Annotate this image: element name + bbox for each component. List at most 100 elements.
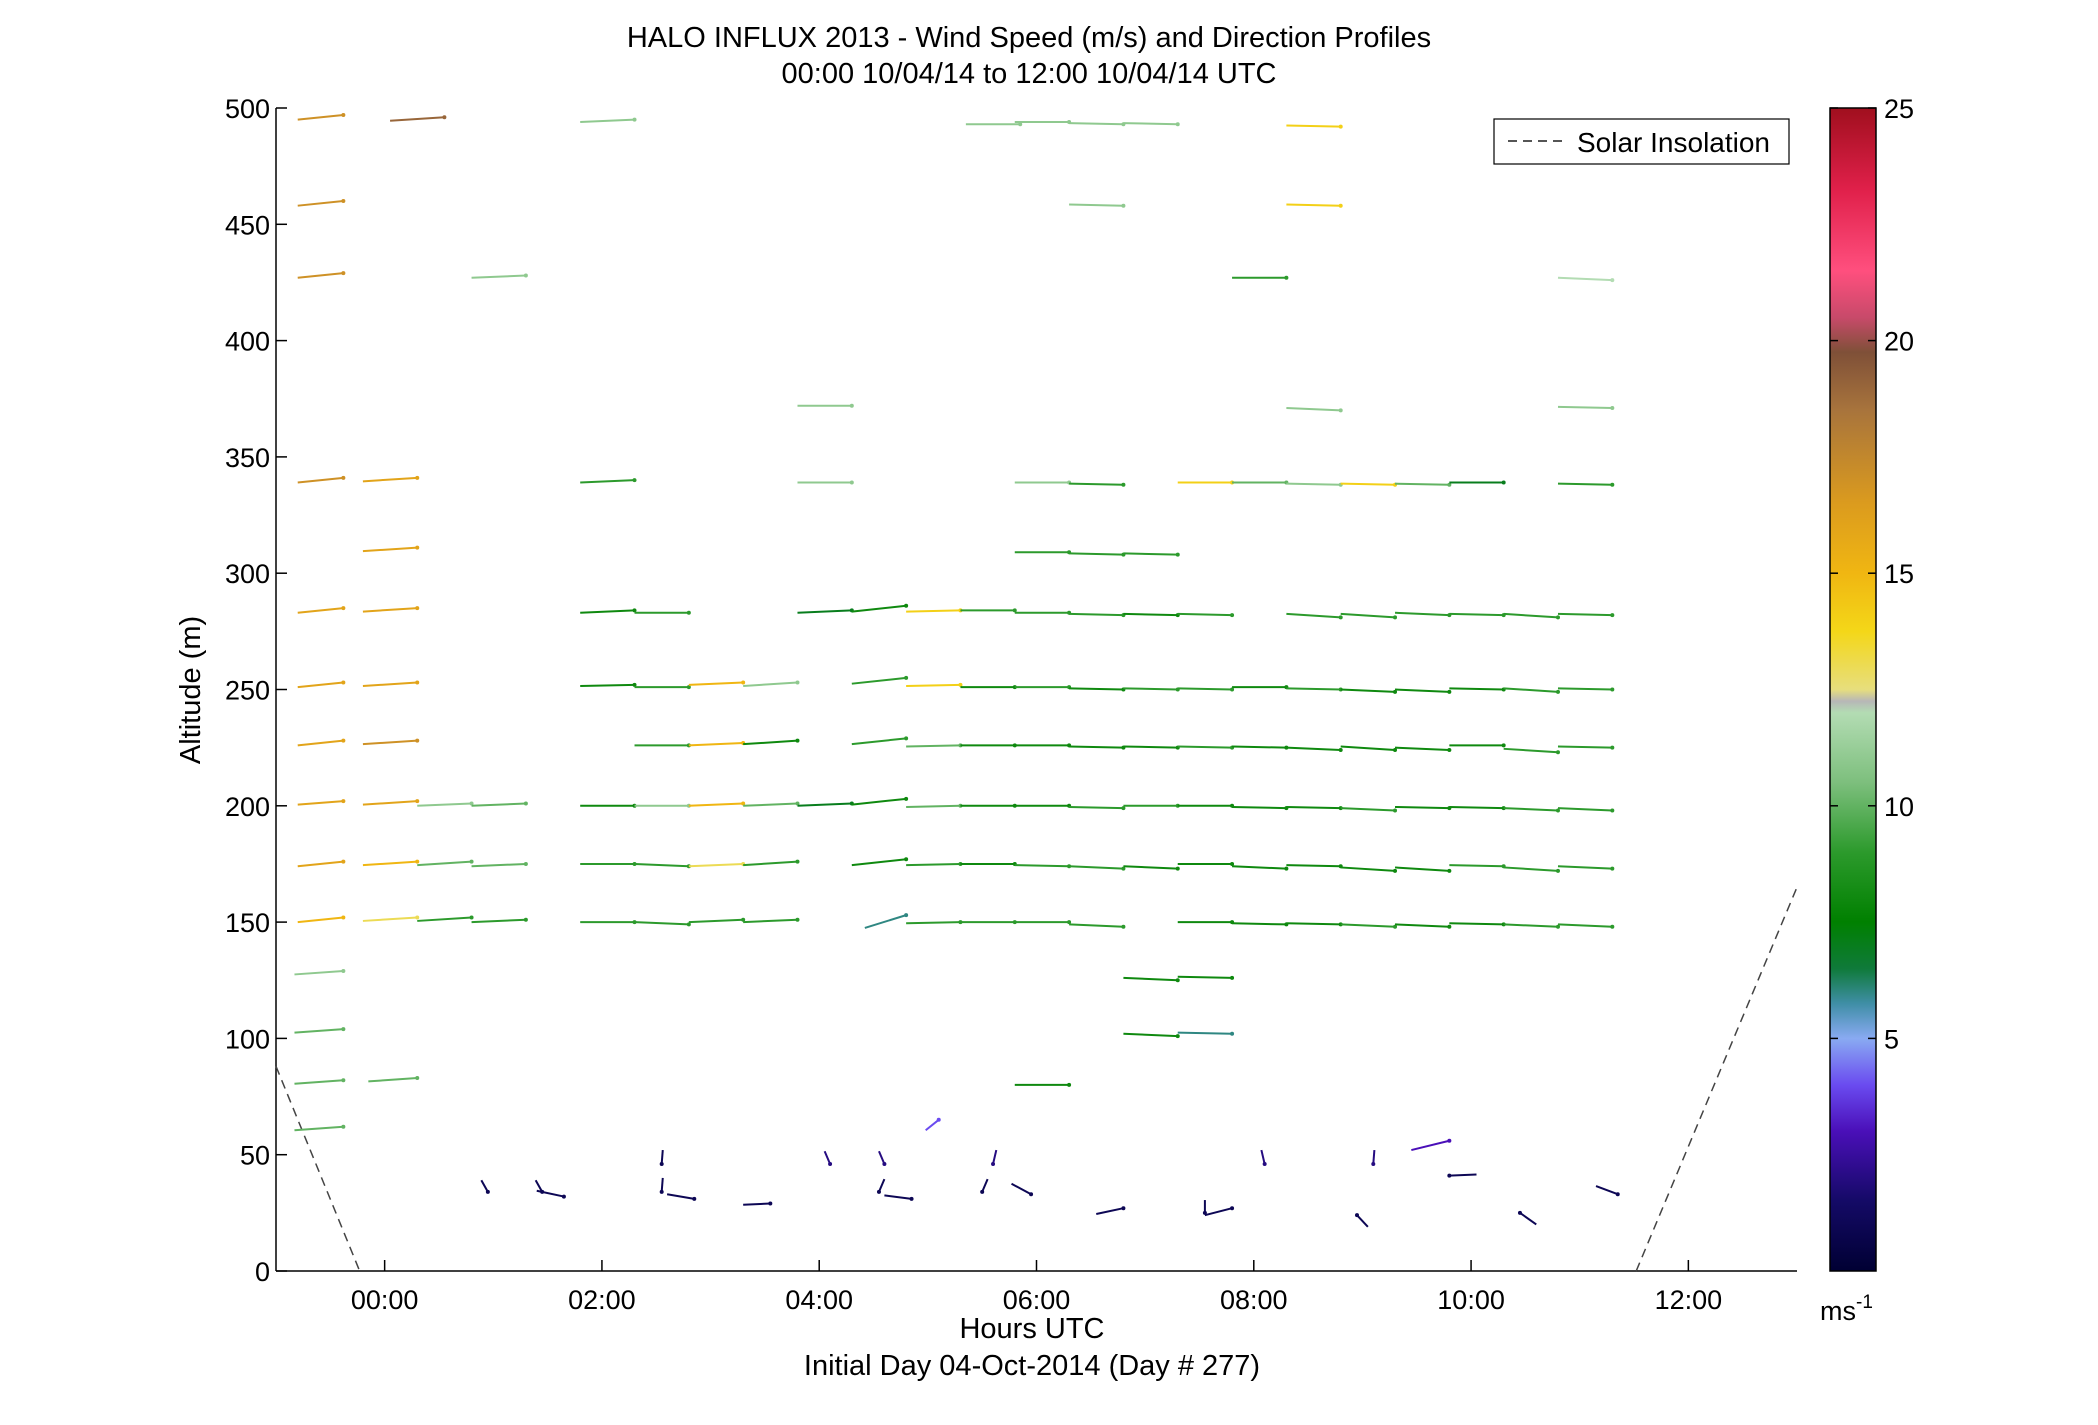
solar-insolation-line (275, 1066, 361, 1272)
wind-arrow-shaft (1503, 612, 1559, 619)
wind-arrow-shaft (1557, 687, 1613, 691)
wind-arrow-head (341, 475, 346, 480)
wind-arrow-head (1175, 122, 1180, 127)
wind-arrow-shaft (417, 802, 472, 807)
wind-arrow-head (1230, 687, 1235, 692)
wind-arrow-head (741, 917, 746, 922)
y-tick-label: 400 (225, 327, 270, 357)
wind-arrow-head (1338, 124, 1343, 129)
wind-arrow-shaft (851, 604, 907, 613)
wind-arrow-shaft (1557, 482, 1613, 486)
wind-arrow-shaft (743, 918, 798, 924)
wind-arrow-head (632, 117, 637, 122)
x-tick-label: 02:00 (568, 1285, 636, 1315)
wind-arrow-head (1121, 1206, 1126, 1211)
wind-arrow-shaft (1123, 552, 1178, 556)
wind-arrow-shaft (368, 1076, 418, 1083)
wind-arrow-head (904, 796, 909, 801)
wind-arrow-shaft (1340, 923, 1396, 928)
wind-arrow-head (632, 478, 637, 483)
wind-arrow-shaft (294, 1079, 344, 1085)
wind-arrow-head (795, 680, 800, 685)
wind-arrow-head (415, 680, 420, 685)
wind-arrow-shaft (1069, 745, 1124, 749)
y-tick-label: 0 (255, 1257, 270, 1287)
wind-arrow-head (904, 857, 909, 862)
wind-arrow-shaft (1286, 864, 1341, 868)
wind-arrow-head (659, 1162, 664, 1167)
wind-arrow-shaft (1449, 1173, 1477, 1177)
wind-arrow-head (692, 1196, 697, 1201)
chart-subtitle: 00:00 10/04/14 to 12:00 10/04/14 UTC (782, 58, 1277, 90)
wind-arrow-shaft (906, 804, 961, 808)
x-tick-label: 04:00 (785, 1285, 853, 1315)
wind-arrow-shaft (1286, 482, 1341, 486)
wind-arrow-head (1121, 806, 1126, 811)
wind-arrow-head (795, 859, 800, 864)
wind-arrow-head (442, 115, 447, 120)
wind-arrow-head (741, 801, 746, 806)
wind-arrow-shaft (906, 609, 961, 613)
wind-arrow-shaft (743, 739, 798, 746)
wind-arrow-shaft (688, 741, 744, 747)
wind-arrow-head (795, 738, 800, 743)
wind-arrow-head (991, 1162, 996, 1167)
wind-arrow-shaft (1286, 687, 1341, 691)
wind-arrow-head (1230, 861, 1235, 866)
wind-arrow-shaft (666, 1193, 695, 1200)
wind-arrow-shaft (660, 1149, 664, 1165)
wind-arrow-shaft (851, 737, 907, 746)
y-tick-label: 50 (240, 1141, 270, 1171)
wind-arrow-head (341, 1027, 346, 1032)
wind-arrow-shaft (1177, 612, 1233, 617)
wind-arrow-head (469, 801, 474, 806)
wind-arrow-shaft (1557, 865, 1613, 870)
wind-arrow-shaft (580, 479, 635, 484)
wind-arrow-shaft (1411, 1139, 1450, 1152)
wind-arrow-head (936, 1117, 941, 1122)
wind-arrow-shaft (1177, 745, 1233, 749)
wind-arrow-shaft (1096, 1207, 1124, 1215)
wind-arrow-shaft (797, 609, 852, 614)
wind-arrow-head (1067, 1082, 1072, 1087)
wind-arrow-shaft (864, 914, 907, 929)
wind-arrow-shaft (1204, 1207, 1233, 1217)
solar-insolation-lines (275, 886, 1798, 1272)
wind-arrow-shaft (1557, 276, 1613, 282)
wind-arrow-shaft (1503, 866, 1559, 872)
wind-arrow-head (341, 915, 346, 920)
wind-arrow-head (849, 480, 854, 485)
wind-arrow-head (523, 273, 528, 278)
wind-arrow-head (768, 1201, 773, 1206)
wind-arrow-shaft (1069, 805, 1124, 810)
wind-arrow-head (958, 682, 963, 687)
wind-arrow-head (341, 199, 346, 204)
wind-arrow-shaft (1503, 807, 1559, 812)
wind-arrow-shaft (1595, 1185, 1619, 1196)
wind-arrow-head (523, 917, 528, 922)
wind-arrow-head (341, 799, 346, 804)
wind-arrow-shaft (1123, 687, 1178, 691)
wind-arrow-shaft (1177, 687, 1233, 691)
wind-arrow-head (1447, 1138, 1452, 1143)
wind-arrow-shaft (294, 1028, 344, 1034)
wind-arrow-shaft (362, 800, 418, 806)
y-tick-label: 300 (225, 559, 270, 589)
wind-arrow-shaft (1557, 807, 1613, 812)
y-tick-label: 150 (225, 908, 270, 938)
wind-arrow-shaft (1177, 1031, 1233, 1035)
wind-arrow-head (1501, 743, 1506, 748)
wind-arrow-head (1393, 689, 1398, 694)
wind-arrow-head (882, 1162, 887, 1167)
wind-arrow-head (341, 680, 346, 685)
colorbar-unit-exponent: -1 (1856, 1292, 1873, 1313)
wind-arrow-head (1338, 203, 1343, 208)
wind-arrow-shaft (1449, 805, 1504, 810)
wind-arrow-head (1338, 615, 1343, 620)
wind-arrow-shaft (1286, 612, 1341, 619)
wind-arrow-shaft (1286, 124, 1341, 128)
wind-arrow-shaft (1503, 923, 1559, 928)
wind-arrow-head (1393, 924, 1398, 929)
wind-arrow-head (561, 1194, 566, 1199)
